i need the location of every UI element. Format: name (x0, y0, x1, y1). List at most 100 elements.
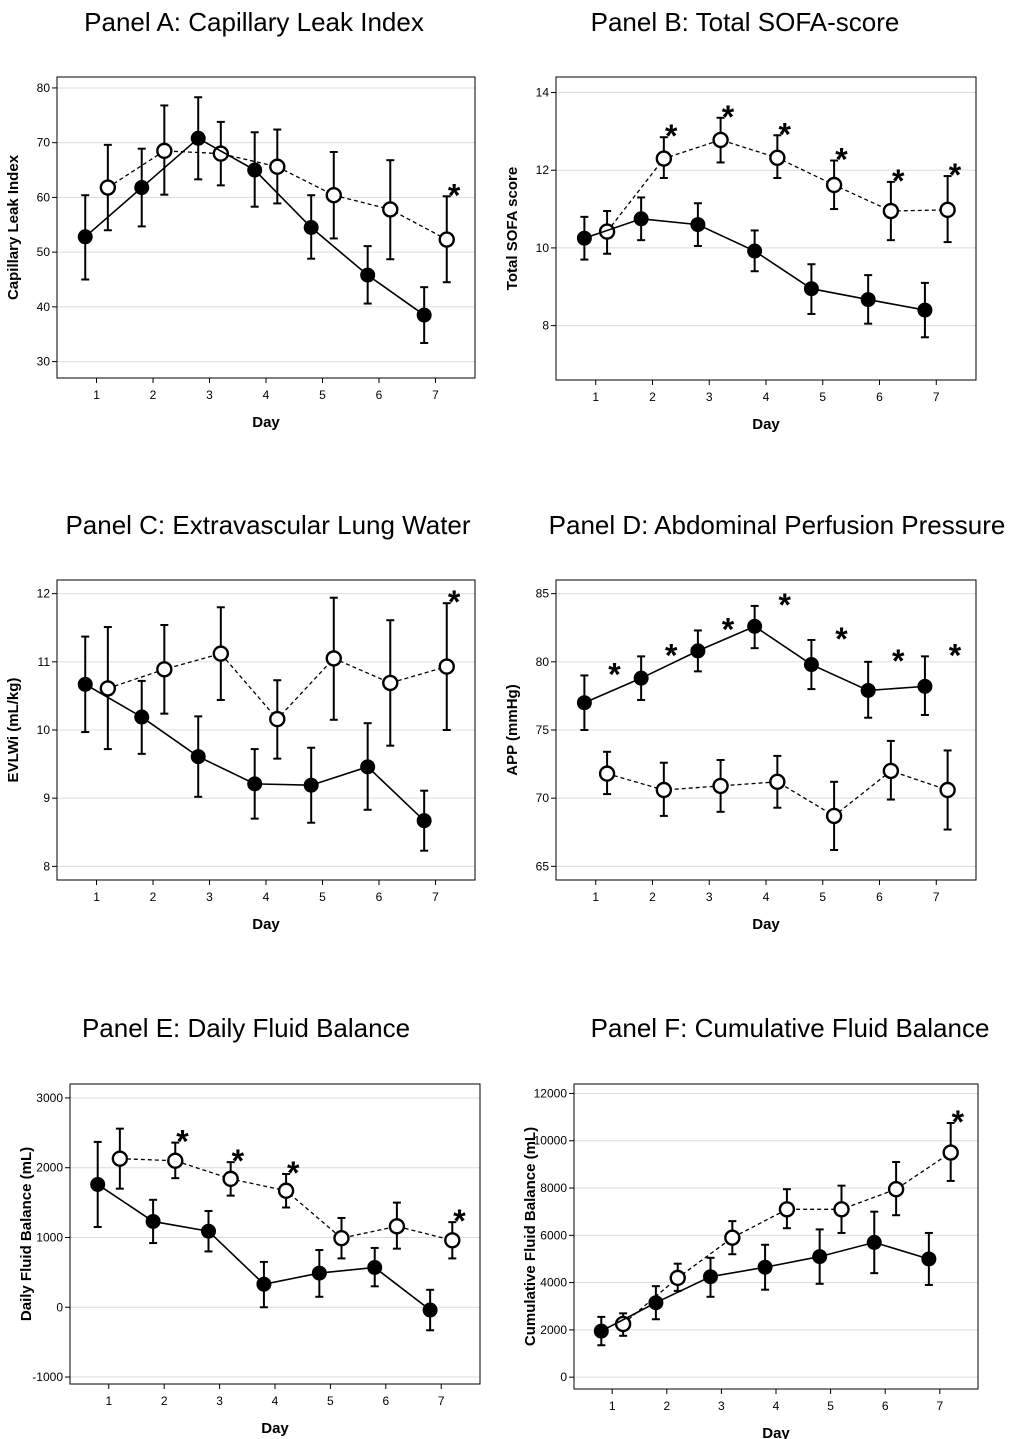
y-tick-label: 9 (43, 791, 50, 805)
data-point (702, 1269, 718, 1285)
significance-star: * (665, 118, 678, 154)
significance-star: * (448, 177, 461, 213)
x-tick-label: 4 (763, 390, 770, 404)
significance-star: * (448, 584, 461, 620)
data-point (156, 142, 173, 160)
x-tick-label: 6 (376, 388, 383, 402)
series-filled (576, 196, 933, 339)
data-point (655, 150, 673, 167)
chart-panel-c: Panel C: Extravascular Lung Water8910111… (5, 510, 476, 933)
data-point (145, 1213, 161, 1229)
series-open (598, 739, 956, 851)
x-tick-label: 7 (432, 890, 439, 904)
chart-title: Panel A: Capillary Leak Index (84, 7, 424, 37)
x-tick-label: 2 (161, 1394, 168, 1408)
y-axis-label: EVLWi (mL/kg) (5, 678, 22, 783)
y-tick-label: 14 (536, 86, 550, 100)
data-point (747, 243, 763, 259)
chart-title: Panel E: Daily Fluid Balance (82, 1013, 410, 1043)
y-tick-label: 12 (37, 587, 51, 601)
y-tick-label: 0 (56, 1300, 63, 1314)
data-point (778, 1201, 796, 1218)
data-point (633, 211, 649, 227)
data-point (866, 1234, 882, 1250)
data-point (882, 762, 900, 780)
y-tick-label: 65 (536, 859, 550, 873)
significance-star: * (779, 587, 792, 623)
series-open (111, 1127, 461, 1260)
significance-star: * (835, 142, 848, 178)
significance-star: * (453, 1203, 466, 1239)
chart-title: Panel D: Abdominal Perfusion Pressure (549, 510, 1006, 540)
x-tick-label: 6 (882, 1399, 889, 1413)
x-tick-label: 2 (150, 890, 157, 904)
data-point (382, 201, 399, 218)
x-tick-label: 5 (319, 890, 326, 904)
x-tick-label: 2 (649, 890, 656, 904)
chart-title: Panel C: Extravascular Lung Water (65, 510, 470, 540)
x-tick-label: 5 (827, 1399, 834, 1413)
y-tick-label: 10 (37, 723, 51, 737)
series-filled (77, 96, 432, 344)
x-tick-label: 6 (376, 890, 383, 904)
y-tick-label: 70 (37, 136, 51, 150)
x-axis-label: Day (261, 1420, 289, 1437)
data-point (222, 1170, 239, 1188)
data-point (167, 1152, 184, 1169)
data-point (382, 674, 399, 692)
y-tick-label: 10000 (534, 1134, 568, 1148)
data-point (134, 709, 150, 725)
x-tick-label: 2 (150, 388, 157, 402)
chart-panel-f: Panel F: Cumulative Fluid Balance 0 2000 40… (522, 1013, 989, 1439)
chart-title: Panel F: Cumulative Fluid Balance (591, 1013, 990, 1043)
x-tick-label: 7 (438, 1394, 445, 1408)
data-point (201, 1223, 217, 1239)
data-point (360, 759, 376, 775)
data-point (247, 776, 263, 792)
significance-star: * (892, 163, 905, 199)
data-point (803, 281, 819, 297)
series-open (598, 116, 956, 255)
series-filled (576, 604, 933, 731)
x-tick-label: 1 (93, 890, 100, 904)
significance-star: * (892, 643, 905, 679)
x-axis-label: Day (752, 916, 780, 933)
x-tick-label: 4 (272, 1394, 279, 1408)
data-point (367, 1259, 383, 1275)
y-tick-label: 8 (43, 859, 50, 873)
series-open (99, 104, 455, 284)
x-axis-label: Day (762, 1425, 790, 1439)
x-tick-label: 4 (773, 1399, 780, 1413)
data-point (633, 670, 649, 686)
y-tick-label: 80 (37, 81, 51, 95)
data-point (825, 807, 843, 825)
x-tick-label: 3 (216, 1394, 223, 1408)
plot-frame (555, 579, 977, 881)
x-tick-label: 7 (432, 388, 439, 402)
significance-star: * (176, 1124, 189, 1160)
data-point (690, 217, 706, 233)
y-tick-label: 75 (536, 723, 550, 737)
data-point (99, 179, 117, 196)
data-point (190, 130, 206, 146)
data-point (921, 1251, 937, 1267)
data-point (303, 777, 319, 793)
data-point (825, 176, 843, 194)
plot-frame (555, 76, 977, 381)
y-axis-label: APP (mmHg) (504, 684, 521, 775)
x-tick-label: 6 (382, 1394, 389, 1408)
data-point (360, 267, 376, 283)
data-point (269, 710, 286, 728)
data-point (882, 202, 900, 220)
significance-star: * (779, 116, 792, 152)
data-point (303, 220, 319, 235)
x-tick-label: 4 (263, 890, 270, 904)
data-point (576, 695, 592, 711)
data-point (269, 158, 286, 175)
y-tick-label: 85 (536, 587, 550, 601)
x-tick-label: 6 (876, 890, 883, 904)
significance-star: * (949, 637, 962, 673)
x-tick-label: 1 (105, 1394, 112, 1408)
x-tick-label: 1 (609, 1399, 616, 1413)
